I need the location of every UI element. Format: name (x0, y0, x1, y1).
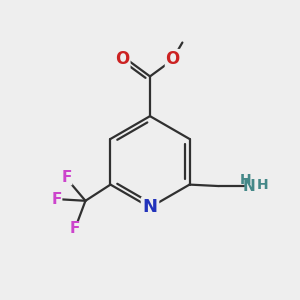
Text: F: F (52, 192, 62, 207)
Text: O: O (166, 50, 180, 68)
Text: H: H (256, 178, 268, 192)
Text: O: O (116, 50, 130, 68)
Text: F: F (70, 221, 80, 236)
Text: H: H (240, 173, 251, 187)
Text: N: N (142, 198, 158, 216)
Text: F: F (62, 170, 72, 185)
Text: N: N (243, 178, 256, 194)
